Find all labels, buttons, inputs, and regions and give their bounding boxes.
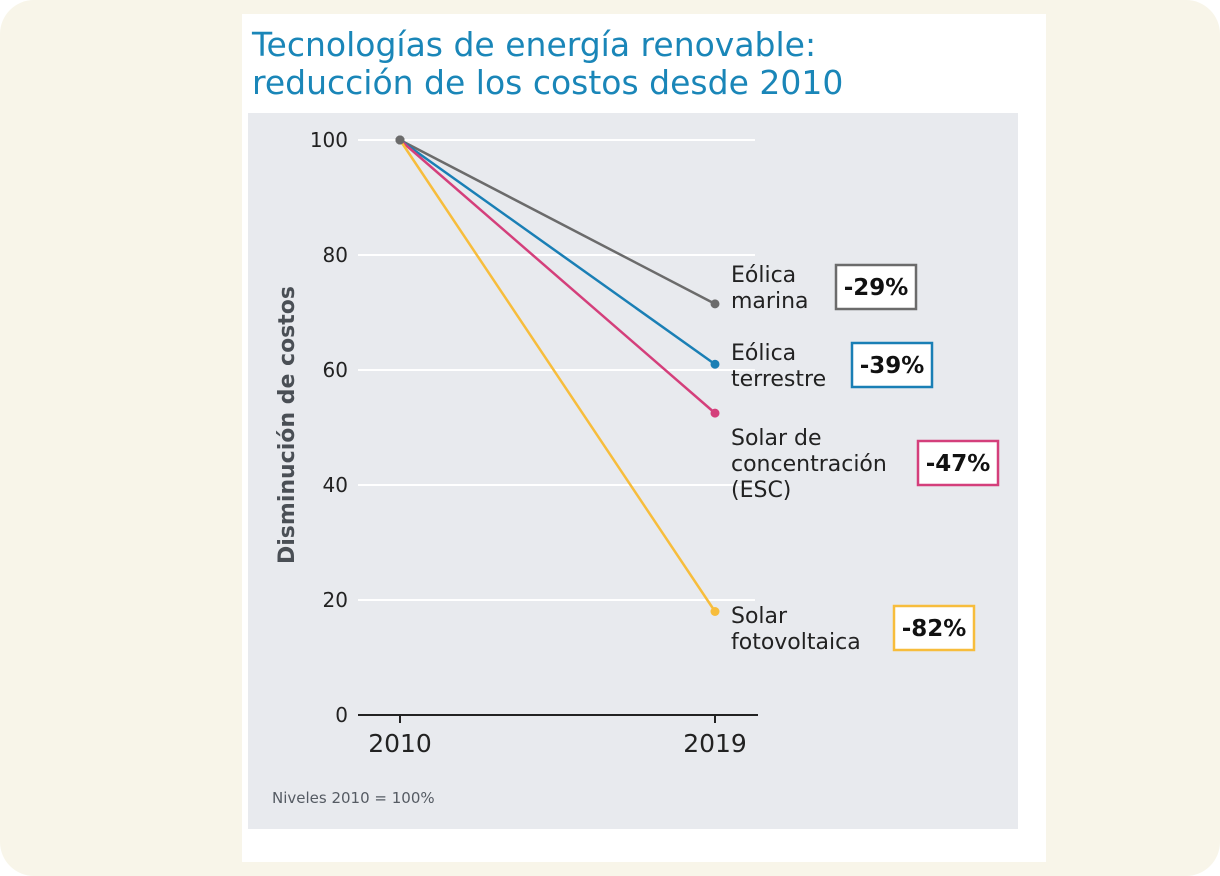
y-tick-label-0: 0 xyxy=(335,703,348,727)
series-line-solar-concentracion xyxy=(399,139,716,415)
series-line-eolica-terrestre xyxy=(399,138,716,366)
series-label-eolica-marina-1: Eólica xyxy=(731,263,796,288)
change-badge-solar-fotovoltaica xyxy=(892,604,976,652)
chart-title-line-1: Tecnologías de energía renovable: xyxy=(252,25,817,64)
data-point-solar-fotovoltaica-2010 xyxy=(395,135,405,145)
data-point-eolica-marina-2019 xyxy=(710,299,720,309)
change-label-solar-fotovoltaica: -82% xyxy=(902,616,967,642)
y-tick-label-100: 100 xyxy=(310,128,348,152)
series-line-solar-fotovoltaica xyxy=(398,139,717,613)
change-badge-eolica-marina xyxy=(834,263,918,311)
x-tick-label-2019: 2019 xyxy=(683,729,747,758)
data-point-solar-concentracion-2019 xyxy=(710,408,720,418)
data-point-eolica-terrestre-2019 xyxy=(710,359,720,369)
series-label-solar-fotovoltaica-2: fotovoltaica xyxy=(731,630,861,655)
series-label-solar-concentracion-2: concentración xyxy=(731,452,887,477)
series-line-eolica-marina xyxy=(399,138,716,305)
x-tick-label-2010: 2010 xyxy=(368,729,432,758)
data-point-solar-fotovoltaica-2019 xyxy=(710,607,720,616)
series-label-solar-concentracion-3: (ESC) xyxy=(731,478,791,503)
y-tick-label-40: 40 xyxy=(323,473,348,497)
series-label-solar-concentracion-1: Solar de xyxy=(731,426,822,451)
y-tick-label-80: 80 xyxy=(323,243,348,267)
series-label-eolica-marina-2: marina xyxy=(731,289,809,314)
chart-title-line-2: reducción de los costos desde 2010 xyxy=(252,63,844,102)
chart-title: Tecnologías de energía renovable: reducc… xyxy=(252,26,1032,102)
change-label-eolica-marina: -29% xyxy=(844,275,909,301)
series-label-eolica-terrestre-2: terrestre xyxy=(731,367,826,392)
change-badge-eolica-terrestre xyxy=(850,341,934,389)
plot-panel xyxy=(248,113,1018,829)
series-label-eolica-terrestre-1: Eólica xyxy=(731,341,796,366)
change-label-eolica-terrestre: -39% xyxy=(860,353,925,379)
y-tick-label-20: 20 xyxy=(323,588,348,612)
baseline-note: Niveles 2010 = 100% xyxy=(272,789,435,807)
change-label-solar-concentracion: -47% xyxy=(926,451,991,477)
change-badge-solar-concentracion xyxy=(916,439,1000,487)
y-tick-label-60: 60 xyxy=(323,358,348,382)
y-axis-title: Disminución de costos xyxy=(275,286,300,564)
series-label-solar-fotovoltaica-1: Solar xyxy=(731,604,788,629)
